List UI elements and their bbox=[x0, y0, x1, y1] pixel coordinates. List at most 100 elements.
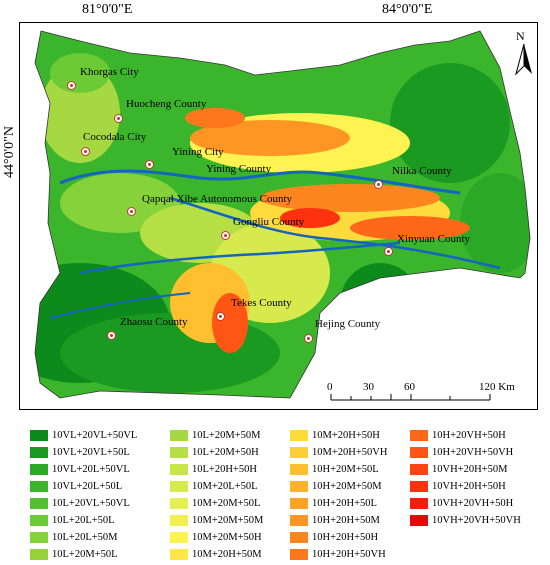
map-frame bbox=[19, 22, 538, 410]
river-kunes bbox=[169, 196, 501, 270]
legend-swatch bbox=[170, 447, 188, 458]
legend-label: 10VL+20VL+50L bbox=[52, 447, 130, 458]
legend-swatch bbox=[30, 481, 48, 492]
map-canvas bbox=[34, 30, 531, 399]
legend-label: 10L+20H+50H bbox=[192, 464, 257, 475]
legend: 10VL+20VL+50VL 10VL+20VL+50L 10VL+20L+50VL… bbox=[30, 429, 521, 560]
legend-swatch bbox=[170, 498, 188, 509]
city-marker-nilka bbox=[374, 180, 383, 189]
city-marker-zhaosu bbox=[107, 331, 116, 340]
legend-label: 10VL+20L+50L bbox=[52, 481, 123, 492]
city-marker-gongliu bbox=[221, 231, 230, 240]
legend-swatch bbox=[170, 549, 188, 560]
scale-label-60: 60 bbox=[404, 381, 415, 393]
city-label-khorgas: Khorgas City bbox=[80, 66, 139, 78]
city-label-nilka: Nilka County bbox=[392, 165, 452, 177]
city-label-tekes: Tekes County bbox=[231, 297, 292, 309]
legend-swatch bbox=[290, 532, 308, 543]
scale-label-30: 30 bbox=[363, 381, 374, 393]
legend-swatch bbox=[290, 447, 308, 458]
legend-label: 10L+20L+50L bbox=[52, 515, 115, 526]
city-label-qapqal: Qapqal Xibe Autonomous County bbox=[142, 193, 293, 205]
legend-label: 10H+20H+50M bbox=[312, 515, 380, 526]
city-label-hejing: Hejing County bbox=[315, 318, 381, 330]
legend-swatch bbox=[170, 464, 188, 475]
legend-label: 10M+20H+50M bbox=[192, 549, 262, 560]
legend-swatch bbox=[290, 515, 308, 526]
latitude-label-44: 44°0'0"N bbox=[2, 120, 18, 180]
legend-swatch bbox=[170, 515, 188, 526]
scale-bar bbox=[330, 394, 491, 401]
legend-label: 10VH+20VH+50H bbox=[432, 498, 514, 509]
legend-swatch bbox=[170, 532, 188, 543]
city-marker-cocodala bbox=[81, 147, 90, 156]
scale-label-120: 120 Km bbox=[479, 381, 515, 393]
legend-swatch bbox=[30, 430, 48, 441]
legend-swatch bbox=[30, 464, 48, 475]
legend-label: 10L+20L+50M bbox=[52, 532, 118, 543]
city-marker-yining-city bbox=[145, 160, 154, 169]
longitude-label-84: 84°0'0"E bbox=[382, 2, 433, 17]
legend-swatch bbox=[290, 464, 308, 475]
legend-label: 10H+20H+50VH bbox=[312, 549, 386, 560]
legend-label: 10H+20M+50L bbox=[312, 464, 379, 475]
legend-label: 10H+20H+50H bbox=[312, 532, 379, 543]
legend-label: 10L+20VL+50VL bbox=[52, 498, 130, 509]
city-label-huocheng: Huocheng County bbox=[126, 98, 207, 110]
river-tekes bbox=[49, 292, 191, 319]
river-ili bbox=[59, 169, 461, 195]
legend-label: 10VH+20H+50H bbox=[432, 481, 506, 492]
legend-swatch bbox=[30, 447, 48, 458]
legend-swatch bbox=[30, 515, 48, 526]
city-label-zhaosu: Zhaosu County bbox=[120, 316, 188, 328]
city-label-yining-county: Yining County bbox=[206, 163, 272, 175]
north-arrow-icon bbox=[515, 43, 532, 76]
legend-swatch bbox=[410, 481, 428, 492]
legend-label: 10VL+20L+50VL bbox=[52, 464, 130, 475]
legend-swatch bbox=[30, 532, 48, 543]
city-marker-huocheng bbox=[114, 114, 123, 123]
legend-swatch bbox=[410, 430, 428, 441]
latitude-label-text: 44°0'0"N bbox=[2, 126, 17, 178]
scale-label-0: 0 bbox=[327, 381, 333, 393]
legend-label: 10H+20VH+50VH bbox=[432, 447, 514, 458]
legend-label: 10VH+20H+50M bbox=[432, 464, 508, 475]
legend-swatch bbox=[410, 515, 428, 526]
legend-swatch bbox=[410, 498, 428, 509]
city-marker-xinyuan bbox=[384, 247, 393, 256]
legend-label: 10VL+20VL+50VL bbox=[52, 430, 138, 441]
region-boundary bbox=[34, 30, 531, 399]
legend-swatch bbox=[290, 430, 308, 441]
legend-label: 10M+20H+50VH bbox=[312, 447, 388, 458]
legend-swatch bbox=[290, 549, 308, 560]
legend-label: 10M+20H+50H bbox=[312, 430, 380, 441]
legend-swatch bbox=[170, 481, 188, 492]
city-marker-hejing bbox=[304, 334, 313, 343]
legend-label: 10M+20M+50H bbox=[192, 532, 262, 543]
legend-label: 10L+20M+50M bbox=[192, 430, 261, 441]
legend-label: 10H+20H+50L bbox=[312, 498, 377, 509]
legend-swatch bbox=[170, 430, 188, 441]
city-label-gongliu: Gongliu County bbox=[233, 216, 305, 228]
river-kashi bbox=[79, 241, 401, 275]
legend-swatch bbox=[30, 549, 48, 560]
legend-swatch bbox=[30, 498, 48, 509]
legend-label: 10M+20M+50L bbox=[192, 498, 261, 509]
city-label-cocodala: Cocodala City bbox=[83, 131, 147, 143]
legend-label: 10L+20M+50L bbox=[52, 549, 118, 560]
city-marker-khorgas bbox=[67, 81, 76, 90]
legend-label: 10M+20M+50M bbox=[192, 515, 264, 526]
north-label: N bbox=[516, 29, 525, 43]
hazard-zonation-layer bbox=[35, 31, 530, 398]
legend-label: 10L+20M+50H bbox=[192, 447, 259, 458]
legend-label: 10H+20VH+50H bbox=[432, 430, 506, 441]
legend-swatch bbox=[410, 447, 428, 458]
longitude-label-81: 81°0'0"E bbox=[82, 2, 133, 17]
legend-swatch bbox=[410, 464, 428, 475]
legend-swatch bbox=[290, 481, 308, 492]
city-label-yining-city: Yining City bbox=[172, 146, 224, 158]
city-marker-qapqal bbox=[127, 207, 136, 216]
city-label-xinyuan: Xinyuan County bbox=[397, 233, 471, 245]
legend-label: 10VH+20VH+50VH bbox=[432, 515, 521, 526]
